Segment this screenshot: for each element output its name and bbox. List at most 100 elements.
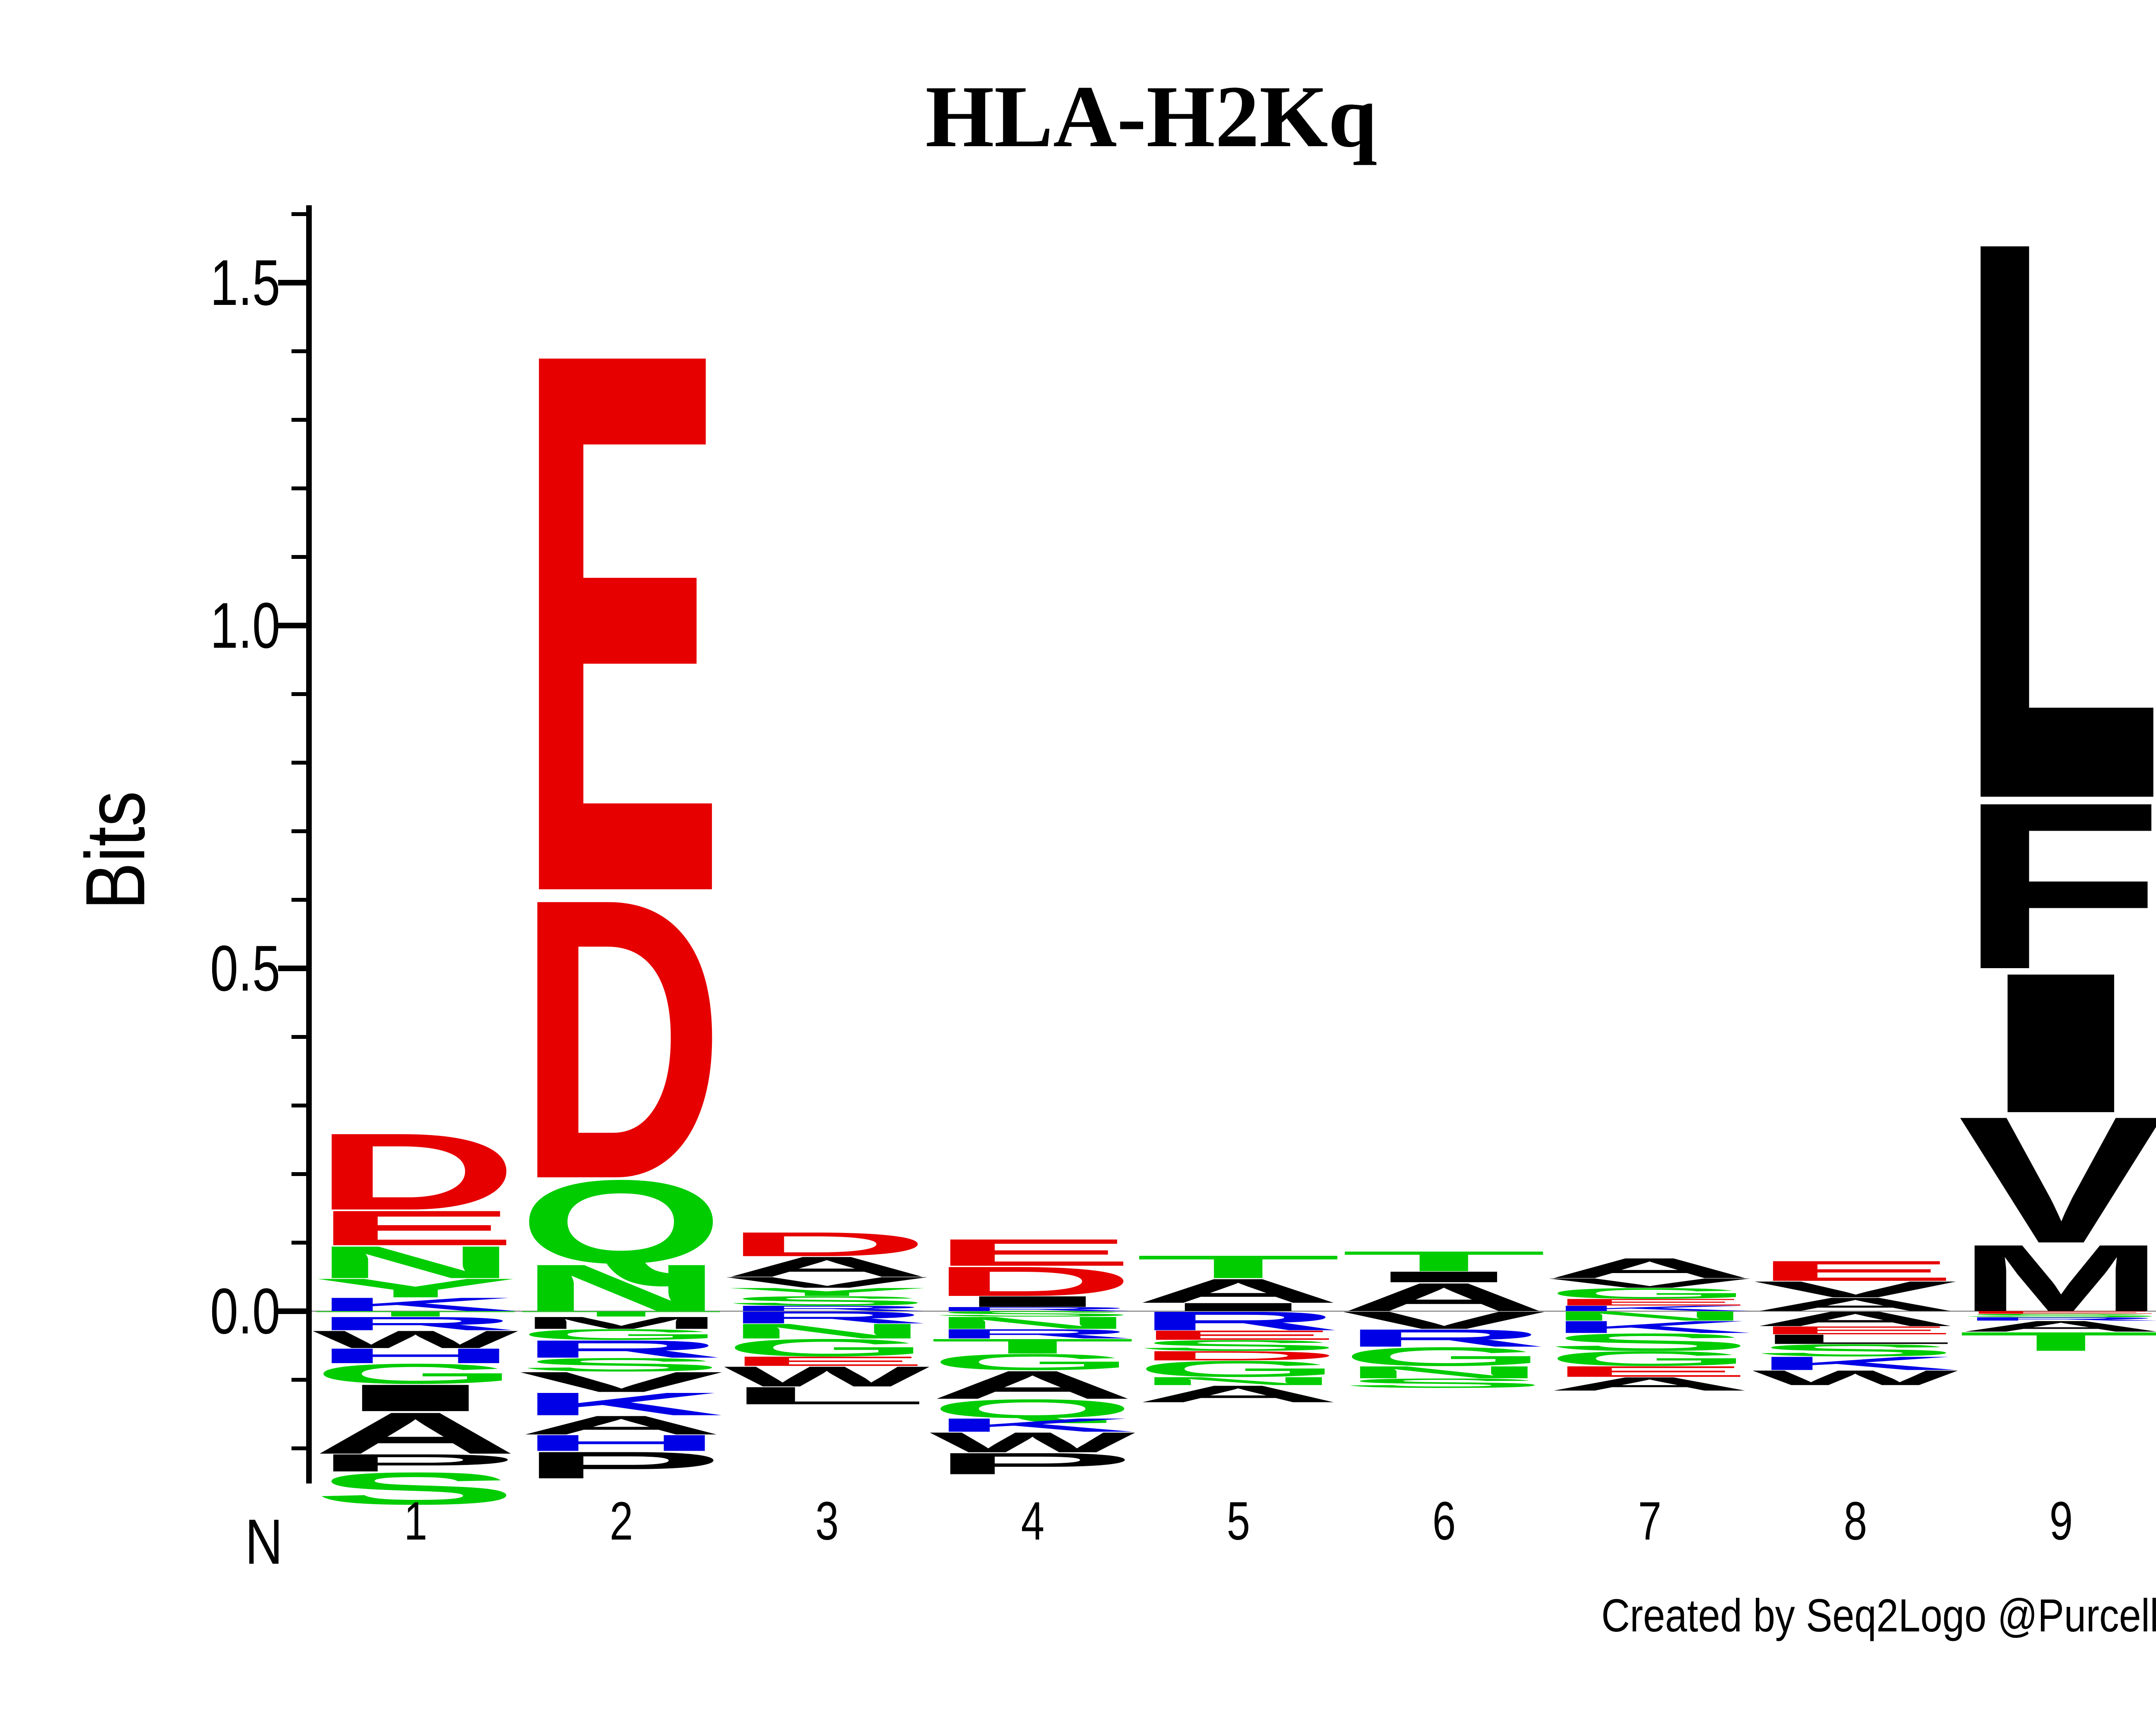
logo-letter-P: P xyxy=(930,1446,1135,1480)
logo-letter-V: V xyxy=(1341,1306,1548,1334)
logo-letter-E: E xyxy=(518,191,724,1053)
y-axis-tick-label: 0.5 xyxy=(210,932,280,1004)
logo-letter-Q: Q xyxy=(518,1155,724,1288)
logo-letter-K: K xyxy=(930,1414,1135,1436)
y-axis-minor-tick xyxy=(291,898,307,902)
logo-letter-G: G xyxy=(1547,1347,1752,1370)
chart-title: HLA-H2Kq xyxy=(925,68,1377,166)
x-axis-position-label-2: 2 xyxy=(609,1491,633,1551)
logo-letter-F: F xyxy=(1958,753,2156,1019)
logo-letter-R: R xyxy=(724,1308,930,1327)
logo-letter-W: W xyxy=(930,1427,1138,1458)
logo-letter-P: P xyxy=(313,1449,518,1477)
logo-letter-H: H xyxy=(313,1344,518,1367)
x-axis-position-label-8: 8 xyxy=(1843,1491,1867,1551)
x-axis-position-label-4: 4 xyxy=(1021,1491,1044,1551)
y-axis-minor-tick xyxy=(291,1104,307,1107)
x-axis-position-label-6: 6 xyxy=(1432,1491,1456,1551)
logo-letter-K: K xyxy=(1752,1353,1958,1374)
logo-letter-M: M xyxy=(1958,1225,2156,1331)
logo-letter-E: E xyxy=(1135,1328,1341,1343)
logo-letter-V: V xyxy=(518,1366,725,1398)
logo-letter-T: T xyxy=(1341,1245,1547,1277)
logo-letter-A: A xyxy=(1752,1307,1958,1330)
logo-letter-E: E xyxy=(1547,1297,1752,1308)
logo-letter-N: N xyxy=(1547,1308,1752,1324)
logo-letter-K: K xyxy=(313,1294,518,1315)
logo-letter-T: T xyxy=(930,1335,1135,1358)
y-axis-tick-label: 1.0 xyxy=(210,589,280,662)
logo-letter-S: S xyxy=(930,1310,1135,1318)
logo-letter-A: A xyxy=(930,1363,1135,1408)
logo-letter-S: S xyxy=(1547,1328,1752,1356)
logo-letter-R: R xyxy=(930,1306,1135,1312)
logo-letter-Y: Y xyxy=(724,1286,930,1298)
logo-letter-N: N xyxy=(313,1237,518,1288)
logo-letter-R: R xyxy=(724,1304,930,1313)
logo-letter-R: R xyxy=(1135,1306,1341,1336)
logo-letter-N: N xyxy=(1135,1375,1341,1388)
logo-letter-S: S xyxy=(1958,1313,2156,1318)
logo-letter-S: S xyxy=(1341,1376,1547,1391)
logo-letter-A: A xyxy=(1752,1294,1958,1315)
y-axis-minor-tick xyxy=(291,1378,307,1382)
logo-letter-D: D xyxy=(313,1110,518,1233)
logo-letter-R: R xyxy=(1958,1316,2156,1321)
logo-letter-N: N xyxy=(1341,1363,1547,1382)
logo-letter-K: K xyxy=(518,1386,724,1422)
logo-letter-G: G xyxy=(518,1326,724,1343)
x-axis-position-label-1: 1 xyxy=(404,1491,427,1551)
logo-letter-S: S xyxy=(1752,1341,1958,1360)
logo-letter-A: A xyxy=(724,1251,930,1283)
logo-letter-R: R xyxy=(1341,1324,1547,1352)
y-axis-major-tick xyxy=(278,1308,307,1314)
logo-letter-V: V xyxy=(1547,1276,1754,1291)
logo-letter-D: D xyxy=(724,1225,930,1264)
logo-letter-N: N xyxy=(930,1313,1135,1332)
x-axis-position-label-7: 7 xyxy=(1638,1491,1661,1551)
logo-letter-I: I xyxy=(1958,931,2156,1154)
x-axis-position-label-9: 9 xyxy=(2049,1491,2073,1551)
y-axis-tick-label: 1.5 xyxy=(210,246,280,319)
logo-letter-L: L xyxy=(724,1382,930,1409)
logo-letter-E: E xyxy=(1958,1310,2156,1314)
logo-letter-W: W xyxy=(1752,1366,1960,1389)
logo-letter-T: T xyxy=(518,1310,724,1318)
logo-letter-V: V xyxy=(724,1274,931,1291)
logo-letter-D: D xyxy=(1135,1349,1341,1364)
logo-letter-M: M xyxy=(518,1313,724,1332)
logo-letter-R: R xyxy=(313,1313,518,1334)
logo-letter-T: T xyxy=(1958,1327,2156,1356)
y-axis-minor-tick xyxy=(291,1172,307,1176)
logo-letter-E: E xyxy=(930,1231,1135,1274)
logo-letter-A: A xyxy=(1135,1272,1341,1310)
logo-letter-Y: Y xyxy=(313,1273,518,1303)
logo-letter-L: L xyxy=(1752,1332,1958,1347)
y-axis-minor-tick xyxy=(291,418,307,422)
x-axis-position-label-5: 5 xyxy=(1226,1491,1250,1551)
logo-letter-R: R xyxy=(518,1335,724,1363)
logo-letter-G: G xyxy=(313,1358,518,1390)
y-axis-minor-tick xyxy=(291,692,307,696)
logo-letter-G: G xyxy=(930,1349,1135,1375)
logo-letter-A: A xyxy=(1135,1381,1341,1408)
logo-letter-G: G xyxy=(1135,1356,1341,1382)
logo-letter-A: A xyxy=(313,1400,518,1466)
logo-letter-N: N xyxy=(724,1320,930,1343)
logo-letter-I: I xyxy=(930,1293,1135,1310)
logo-letter-V: V xyxy=(1752,1276,1959,1302)
y-axis-minor-tick xyxy=(291,1241,307,1245)
logo-letter-D: D xyxy=(930,1258,1135,1305)
logo-letter-S: S xyxy=(313,1463,518,1514)
logo-letter-G: G xyxy=(1341,1342,1547,1371)
logo-letter-T: T xyxy=(1135,1249,1341,1285)
logo-letter-P: P xyxy=(518,1444,724,1487)
y-axis-minor-tick xyxy=(291,1446,307,1450)
logo-letter-I: I xyxy=(1135,1301,1341,1314)
y-axis-minor-tick xyxy=(291,761,307,765)
logo-letter-W: W xyxy=(724,1361,932,1393)
logo-letter-E: E xyxy=(1752,1255,1958,1287)
x-axis-position-label-3: 3 xyxy=(815,1491,839,1551)
y-axis-minor-tick xyxy=(291,486,307,490)
